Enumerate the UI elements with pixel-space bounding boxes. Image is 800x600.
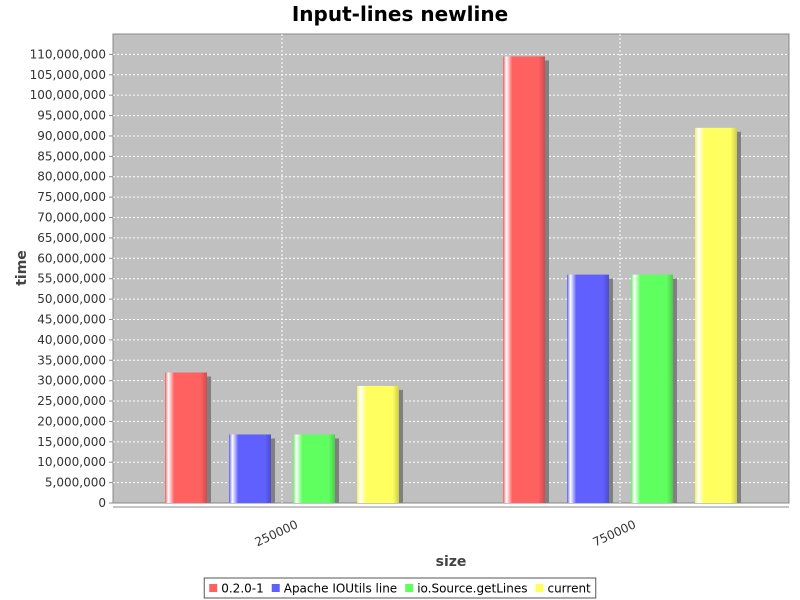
- y-tick-label: 30,000,000: [37, 374, 106, 388]
- x-tick-label: 750000: [591, 517, 638, 549]
- y-tick-label: 100,000,000: [30, 88, 106, 102]
- x-axis-label: size: [436, 554, 467, 570]
- y-tick-label: 40,000,000: [37, 333, 106, 347]
- legend-label: Apache IOUtils line: [284, 582, 397, 596]
- y-tick-label: 5,000,000: [45, 476, 106, 490]
- x-axis: 250000 750000: [113, 506, 789, 549]
- bar: [695, 127, 737, 504]
- legend-label: 0.2.0-1: [221, 582, 264, 596]
- x-tick-label: 250000: [253, 517, 300, 549]
- y-axis-label: time: [14, 250, 30, 286]
- y-tick-label: 95,000,000: [37, 109, 106, 123]
- y-tick-label: 90,000,000: [37, 129, 106, 143]
- y-tick-label: 15,000,000: [37, 435, 106, 449]
- legend-label: current: [547, 582, 591, 596]
- legend-swatch: [271, 584, 280, 592]
- legend-swatch: [405, 584, 414, 592]
- bar: [293, 434, 335, 503]
- bar: [631, 274, 673, 503]
- y-tick-label: 50,000,000: [37, 292, 106, 306]
- y-tick-label: 85,000,000: [37, 149, 106, 163]
- bar: [165, 372, 207, 503]
- chart-title: Input-lines newline: [292, 2, 508, 26]
- y-tick-label: 60,000,000: [37, 251, 106, 265]
- y-tick-label: 35,000,000: [37, 353, 106, 367]
- y-tick-label: 75,000,000: [37, 190, 106, 204]
- y-tick-label: 20,000,000: [37, 414, 106, 428]
- legend-swatch: [535, 584, 544, 592]
- y-tick-label: 25,000,000: [37, 394, 106, 408]
- bar: [567, 274, 609, 503]
- bar: [229, 434, 271, 503]
- legend-label: io.Source.getLines: [417, 582, 527, 596]
- bars: [165, 56, 741, 504]
- y-tick-label: 110,000,000: [30, 47, 106, 61]
- y-tick-label: 65,000,000: [37, 231, 106, 245]
- y-tick-label: 70,000,000: [37, 211, 106, 225]
- plot-area: [112, 33, 790, 504]
- grid-lines: [113, 34, 789, 503]
- y-tick-label: 10,000,000: [37, 455, 106, 469]
- y-tick-label: 45,000,000: [37, 312, 106, 326]
- bar: [503, 56, 545, 504]
- legend: 0.2.0-1 Apache IOUtils line io.Source.getL…: [203, 577, 597, 599]
- y-tick-label: 80,000,000: [37, 170, 106, 184]
- y-tick-label: 105,000,000: [30, 68, 106, 82]
- y-tick-label: 55,000,000: [37, 272, 106, 286]
- y-tick-label: 0: [98, 496, 106, 510]
- y-axis: 0 5,000,000 10,000,000 15,000,000 20,000,000…: [30, 47, 113, 510]
- legend-swatch: [209, 584, 218, 592]
- bar: [357, 385, 399, 503]
- legend-box: [203, 577, 597, 599]
